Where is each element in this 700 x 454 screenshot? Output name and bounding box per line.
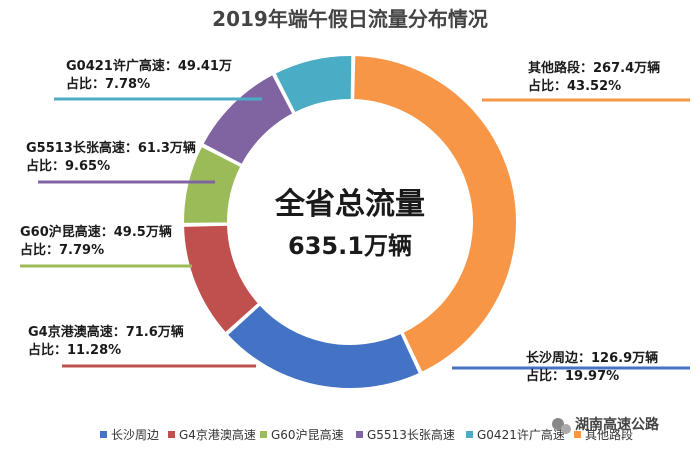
legend-swatch-5 [574,431,581,438]
slice-3 [200,72,295,167]
slice-0 [225,302,422,390]
slice-2 [182,144,243,225]
slice-1 [182,223,261,335]
callout-label-1: G4京港澳高速：71.6万辆 [28,324,184,340]
slice-5 [352,54,518,375]
legend: 长沙周边 G4京港澳高速 G60沪昆高速 G5513长张高速 G0421许广高速 其他路段 [100,427,633,442]
legend-swatch-3 [356,431,363,438]
callout-label-3: G5513长张高速：61.3万辆 [26,140,196,156]
callout-label-2: G60沪昆高速：49.5万辆 [20,224,172,240]
center-title: 全省总流量 [274,187,425,222]
wechat-icon [552,418,571,434]
center-value: 635.1万辆 [288,232,412,260]
legend-swatch-0 [100,431,107,438]
chart-title: 2019年端午假日流量分布情况 [212,7,488,31]
legend-label-5: 其他路段 [585,427,633,442]
callout-share-3: 占比：9.65% [26,158,110,174]
legend-label-3: G5513长张高速 [367,427,455,442]
watermark-text: 湖南高速公路 [575,416,660,433]
legend-swatch-2 [260,431,267,438]
callout-label-4: G0421许广高速：49.41万 [66,58,232,74]
callout-share-4: 占比：7.78% [66,76,150,92]
callout-share-1: 占比：11.28% [28,342,121,358]
callout-label-0: 长沙周边：126.9万辆 [526,350,658,366]
legend-label-1: G4京港澳高速 [179,427,256,442]
legend-swatch-4 [466,431,473,438]
callout-share-5: 占比：43.52% [528,78,621,94]
legend-label-2: G60沪昆高速 [271,427,344,442]
slice-4 [273,54,354,115]
slices-group [182,54,518,390]
callout-label-5: 其他路段：267.4万辆 [528,60,660,76]
legend-label-4: G0421许广高速 [477,427,565,442]
watermark: 湖南高速公路 [552,416,660,434]
callout-share-0: 占比：19.97% [526,368,619,384]
legend-label-0: 长沙周边 [111,428,159,442]
callout-share-2: 占比：7.79% [20,242,104,258]
legend-swatch-1 [168,431,175,438]
